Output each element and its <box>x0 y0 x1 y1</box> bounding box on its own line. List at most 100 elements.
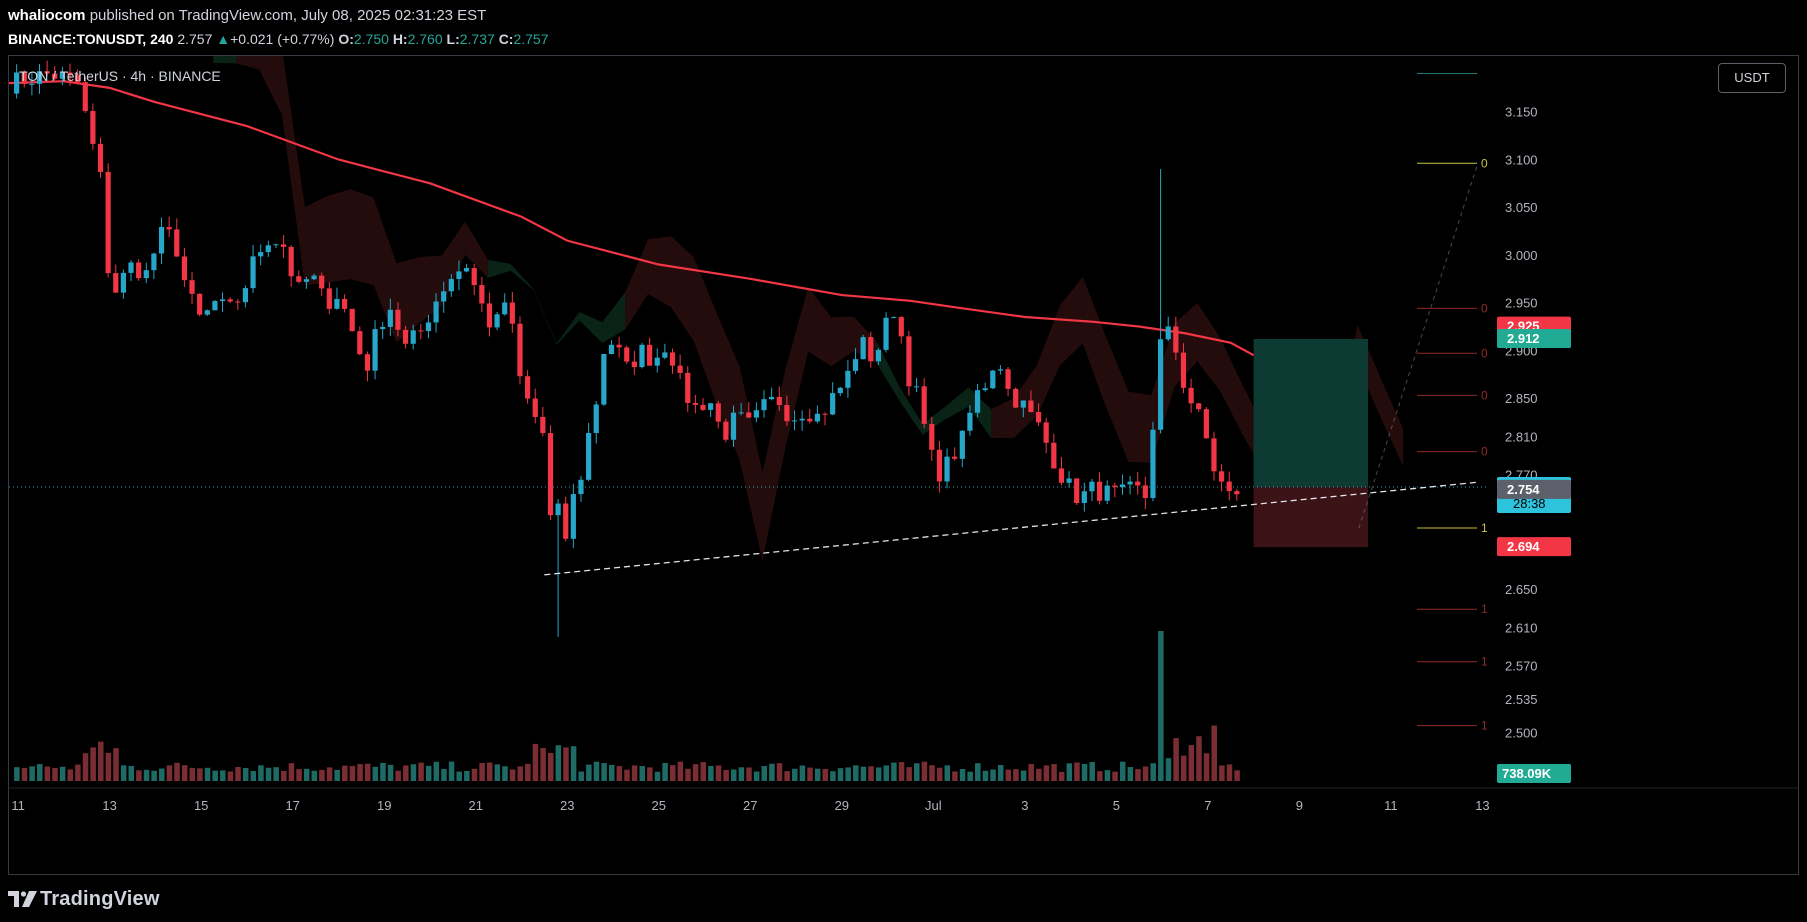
candle-body <box>120 272 126 293</box>
candle-body <box>654 357 660 366</box>
volume-bar <box>997 765 1004 781</box>
volume-bar <box>891 762 897 781</box>
volume-bar <box>753 771 760 781</box>
volume-bar <box>1127 766 1134 781</box>
volume-bar <box>44 766 51 781</box>
candle-body <box>1051 442 1057 469</box>
candle-body <box>151 253 157 271</box>
volume-bar <box>334 769 340 781</box>
ichimoku-cloud-segment <box>579 312 603 344</box>
ichimoku-cloud-segment <box>1128 391 1152 463</box>
volume-bar <box>540 748 546 781</box>
candle-body <box>944 456 950 482</box>
volume-bar <box>98 741 104 781</box>
candle-body <box>1096 481 1103 501</box>
candle-body <box>532 398 538 417</box>
price-axis-tick: 2.500 <box>1505 725 1538 740</box>
ichimoku-cloud-segment <box>945 387 969 420</box>
volume-bar <box>738 767 745 781</box>
volume-bar <box>258 765 264 781</box>
candle-body <box>723 421 729 440</box>
volume-bar <box>639 766 645 781</box>
time-axis-tick: 29 <box>835 798 849 813</box>
volume-bar <box>1150 763 1156 781</box>
volume-bar <box>814 768 821 781</box>
candle-body <box>692 402 698 405</box>
volume-bar <box>1043 765 1050 781</box>
ichimoku-cloud-segment <box>533 289 557 345</box>
time-axis-tick: 13 <box>1475 798 1489 813</box>
candle-body <box>158 226 165 254</box>
volume-bar <box>326 767 333 781</box>
volume-bar <box>311 770 318 781</box>
candle-body <box>1219 471 1225 482</box>
chart-pane[interactable]: 0 0 0 0 0 1 1 1 1 3.150 3.100 3.050 3.000 2.950 2.900 2… <box>8 55 1799 875</box>
currency-button[interactable]: USDT <box>1718 63 1786 93</box>
volume-bar <box>448 761 455 781</box>
candle-body <box>1157 339 1164 430</box>
volume-bar <box>1226 764 1233 781</box>
fib-level-label: 1 <box>1481 521 1488 535</box>
candle-body <box>265 245 271 253</box>
volume-bar <box>593 761 600 781</box>
candle-body <box>280 244 287 247</box>
stop-loss-zone <box>1253 486 1369 548</box>
volume-bar <box>67 769 74 781</box>
candle-body <box>524 376 531 399</box>
volume-bar <box>380 762 386 781</box>
ichimoku-cloud-segment <box>304 195 328 286</box>
volume-bar <box>799 765 806 781</box>
price-axis-tick: 2.950 <box>1505 296 1538 311</box>
price-axis-tag: 2.912 <box>1497 328 1571 348</box>
candle-body <box>769 396 775 400</box>
candle-body <box>494 314 500 328</box>
candle-body <box>1196 403 1202 410</box>
candle-body <box>326 288 332 309</box>
candle-body <box>219 299 226 302</box>
volume-bar <box>1180 755 1187 781</box>
candle-body <box>990 370 996 389</box>
candle-body <box>967 412 973 431</box>
volume-bar <box>120 765 127 781</box>
candle-body <box>189 280 195 294</box>
time-axis-tick: 11 <box>1384 798 1398 813</box>
price-chart-canvas[interactable]: 0000011113.1503.1003.0503.0002.9502.9002… <box>9 56 1798 874</box>
volume-bar <box>181 765 188 781</box>
volume-bar <box>319 769 325 781</box>
candle-body <box>341 298 348 309</box>
candle-body <box>1074 478 1080 504</box>
ichimoku-cloud-segment <box>625 239 649 330</box>
ichimoku-cloud-segment <box>602 292 626 344</box>
open-value: 2.750 <box>353 31 389 47</box>
time-axis-tick: 9 <box>1296 798 1303 813</box>
high-label: H: <box>392 31 408 47</box>
volume-bar <box>860 766 867 781</box>
volume-bar <box>669 765 676 781</box>
volume-bar <box>1028 764 1034 781</box>
candle-body <box>402 329 409 344</box>
volume-bar <box>357 764 363 781</box>
published-text: published on TradingView.com, July 08, 2… <box>89 7 487 24</box>
candle-body <box>677 365 683 373</box>
author-name[interactable]: whaliocom <box>8 7 86 24</box>
candle-body <box>509 302 515 324</box>
time-axis-tick: 23 <box>560 798 574 813</box>
ichimoku-cloud-segment <box>282 56 305 286</box>
candle-body <box>685 372 691 403</box>
candle-body <box>174 229 180 257</box>
volume-bar <box>769 763 775 781</box>
candle-body <box>29 83 35 85</box>
candle-body <box>1112 485 1118 488</box>
last-price: 2.757 <box>177 31 213 47</box>
candle-body <box>761 399 767 411</box>
volume-bar <box>1005 769 1012 781</box>
volume-bar <box>1165 758 1172 781</box>
volume-bar <box>837 768 844 781</box>
price-axis-tick: 2.850 <box>1505 391 1538 406</box>
candle-body <box>1028 400 1034 412</box>
volume-bar <box>723 769 729 781</box>
price-axis-tick: 2.610 <box>1505 620 1538 635</box>
volume-bar <box>1104 770 1111 781</box>
time-axis-tick: 15 <box>194 798 208 813</box>
ichimoku-cloud-segment <box>876 341 900 402</box>
